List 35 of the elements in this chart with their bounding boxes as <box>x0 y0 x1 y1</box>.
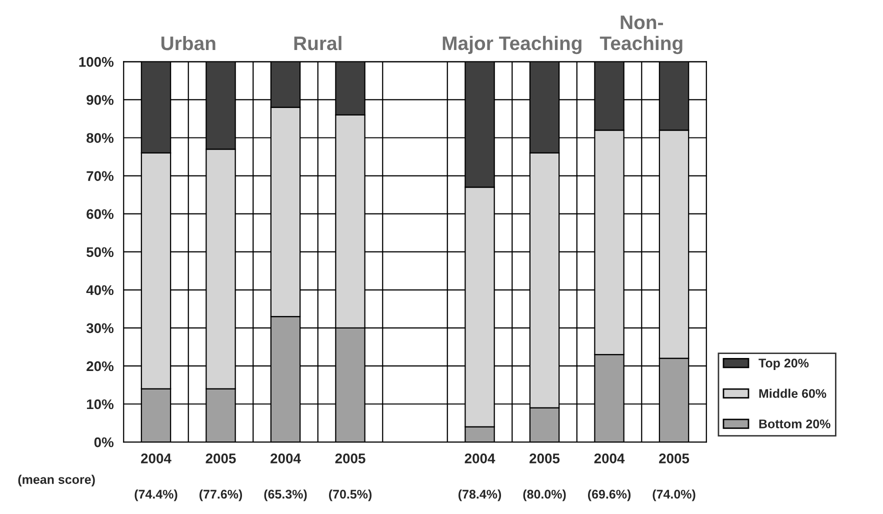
y-tick-label: 0% <box>94 437 114 448</box>
text: (74.0%) <box>652 489 696 502</box>
text: Non- Teaching <box>600 16 682 54</box>
y-tick-label: 70% <box>86 171 114 181</box>
y-tick-label: 60% <box>86 209 114 219</box>
text: (mean score) <box>18 474 95 486</box>
text: (77.6%) <box>199 489 242 502</box>
x-tick-label: 2005 <box>206 454 236 464</box>
y-tick-label: 10% <box>86 399 114 410</box>
x-tick-label: 2004 <box>464 454 496 464</box>
y-tick-label: 20% <box>86 361 114 372</box>
text: (74.4%) <box>134 489 178 502</box>
text: Urban <box>161 36 216 50</box>
text: (80.0%) <box>523 489 566 502</box>
legend-label: Bottom 20% <box>759 419 830 428</box>
text: (70.5%) <box>328 489 372 502</box>
legend-label: Top 20% <box>758 358 809 370</box>
text: Major Teaching <box>442 36 582 54</box>
y-tick-label: 30% <box>86 323 114 334</box>
y-tick-label: 50% <box>86 247 114 258</box>
text: (69.6%) <box>588 489 631 502</box>
y-tick-label: 80% <box>86 133 114 143</box>
x-tick-label: 2005 <box>335 454 366 464</box>
text: (78.4%) <box>458 489 502 502</box>
y-tick-label: 90% <box>86 95 114 105</box>
x-tick-label: 2005 <box>530 454 560 464</box>
x-tick-label: 2005 <box>659 454 690 464</box>
x-tick-label: 2004 <box>141 454 172 464</box>
text: Rural <box>294 36 342 50</box>
y-tick-label: 40% <box>86 285 114 296</box>
x-tick-label: 2004 <box>270 454 301 464</box>
y-tick-label: 100% <box>79 57 114 67</box>
text: (65.3%) <box>264 489 307 502</box>
legend-label: Middle 60% <box>759 388 826 398</box>
x-tick-label: 2004 <box>594 454 625 464</box>
